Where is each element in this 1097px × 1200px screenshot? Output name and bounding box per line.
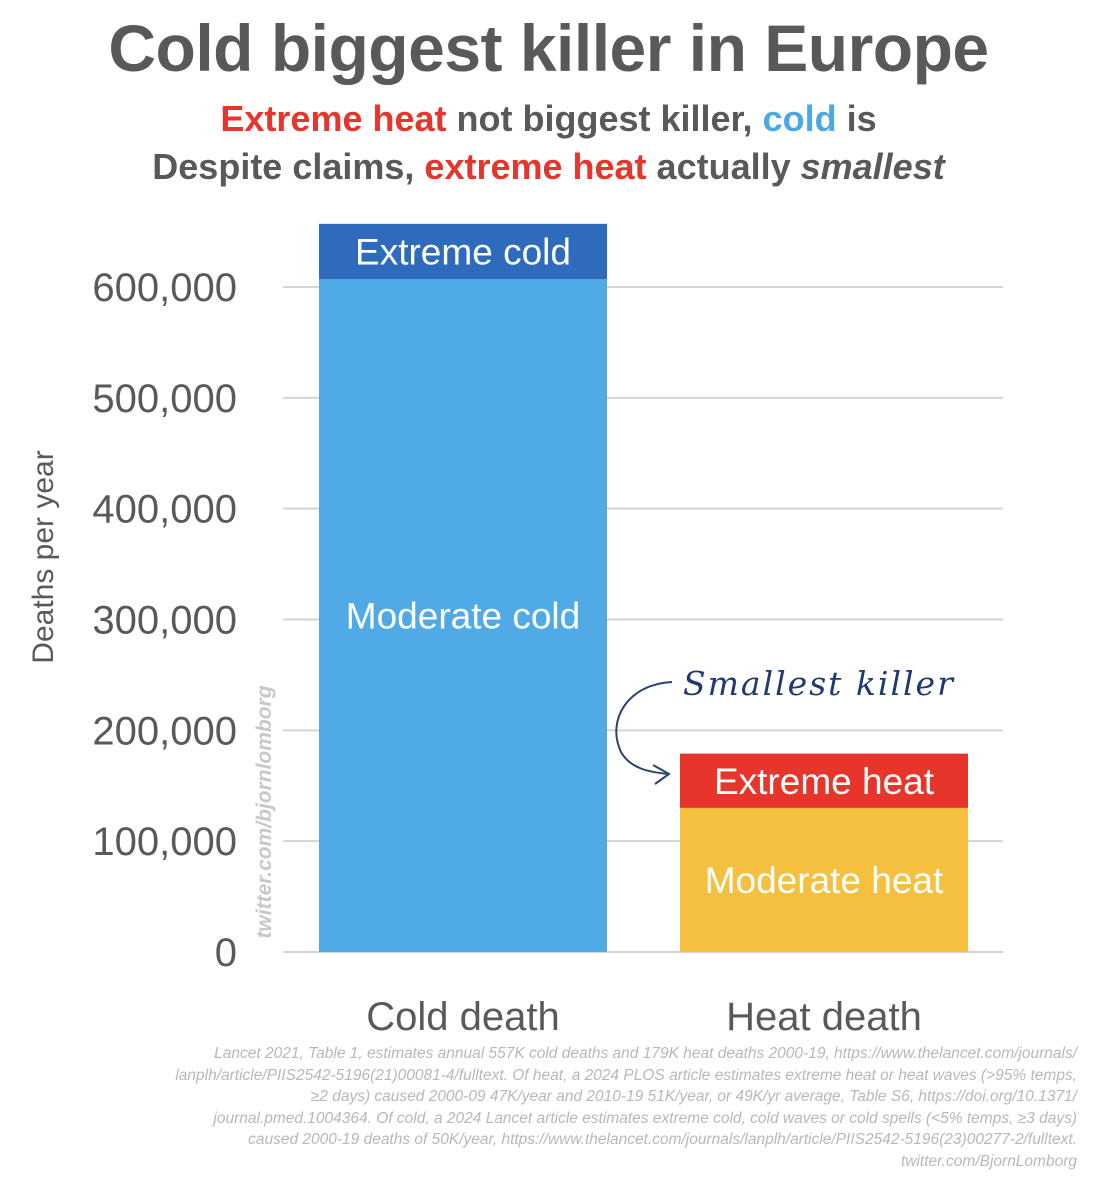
segment-label: Extreme cold: [355, 232, 571, 273]
y-tick-label: 100,000: [92, 820, 237, 864]
stacked-bar-chart: 0 100,000 200,000 300,000 400,000 500,000 600,…: [27, 223, 1003, 1039]
source-line: journal.pmed.1004364. Of cold, a 2024 La…: [213, 1109, 1077, 1127]
bar-segment-extreme-cold: [319, 223, 607, 280]
y-axis-label: Deaths per year: [27, 450, 60, 663]
subtitle-2-text: actually: [646, 146, 801, 187]
watermark: twitter.com/bjornlomborg: [253, 685, 276, 938]
x-category-label: Heat death: [726, 995, 922, 1039]
arrowhead-icon: [652, 764, 671, 785]
y-tick-label: 500,000: [92, 377, 237, 421]
source-line: Lancet 2021, Table 1, estimates annual 5…: [214, 1045, 1077, 1062]
segment-label: Moderate cold: [346, 596, 580, 637]
source-line: caused 2000-19 deaths of 50K/year, https…: [248, 1131, 1077, 1148]
bar-segment-moderate-cold: [319, 279, 607, 952]
y-tick-label: 600,000: [92, 266, 237, 310]
source-line: lanplh/article/PIIS2542-5196(21)00081-4/…: [175, 1066, 1077, 1084]
segment-label: Moderate heat: [705, 860, 944, 901]
subtitle-line-2: Despite claims, extreme heat actually sm…: [0, 146, 1097, 188]
subtitle-1-end: is: [836, 98, 877, 139]
chart-title: Cold biggest killer in Europe: [108, 11, 989, 85]
subtitle-2-extreme-heat: extreme heat: [424, 146, 647, 187]
segment-label: Extreme heat: [714, 761, 935, 802]
subtitle-1-cold: cold: [762, 98, 837, 139]
subtitle-1-extreme-heat: Extreme heat: [220, 98, 447, 139]
x-category-label: Cold death: [366, 995, 559, 1039]
subtitle-2-smallest: smallest: [800, 146, 945, 187]
y-tick-label: 300,000: [92, 599, 237, 643]
subtitle-line-1: Extreme heat not biggest killer, cold is: [0, 98, 1097, 140]
annotation-label: Smallest killer: [683, 664, 955, 703]
bar-segment-moderate-heat: [680, 807, 968, 952]
y-tick-label: 0: [215, 931, 237, 975]
subtitle-1-text: not biggest killer,: [446, 98, 763, 139]
bar-segment-extreme-heat: [680, 753, 968, 808]
source-credit: twitter.com/BjornLomborg: [900, 1152, 1077, 1170]
y-tick-label: 200,000: [92, 709, 237, 753]
annotation-arrow: [615, 681, 673, 775]
source-note: Lancet 2021, Table 1, estimates annual 5…: [40, 1043, 1077, 1172]
source-line: ≥2 days) caused 2000-09 47K/year and 201…: [310, 1088, 1077, 1105]
subtitle-2-start: Despite claims,: [152, 146, 425, 187]
y-tick-label: 400,000: [92, 488, 237, 532]
